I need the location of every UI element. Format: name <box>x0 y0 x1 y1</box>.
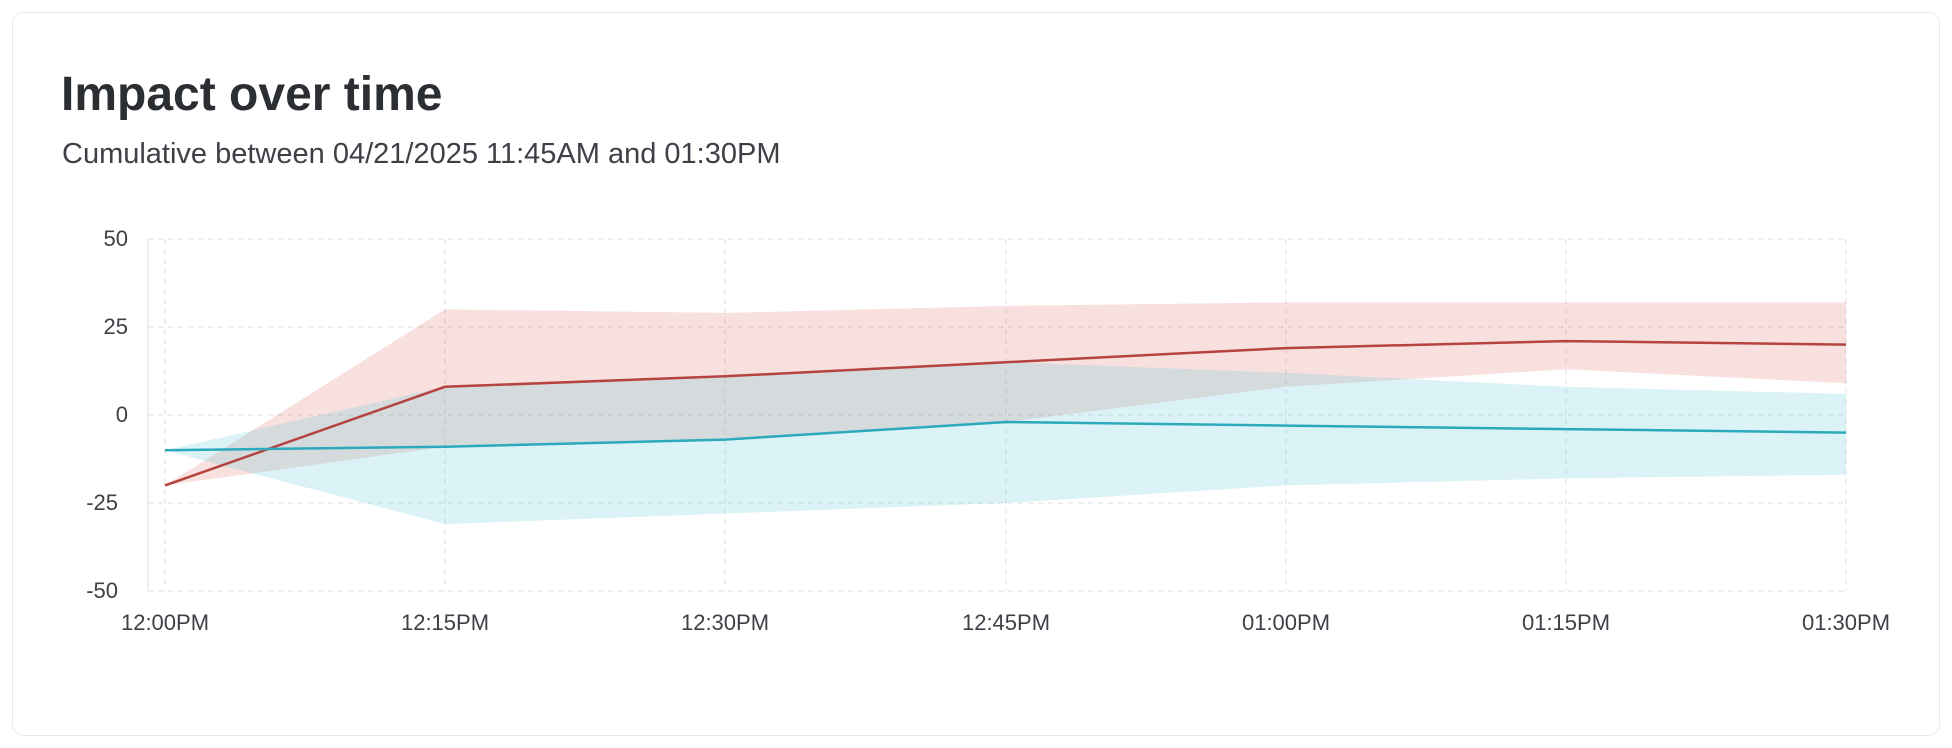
svg-text:-25: -25 <box>86 490 118 515</box>
svg-text:0: 0 <box>116 402 128 427</box>
svg-text:01:30PM: 01:30PM <box>1802 610 1890 635</box>
svg-text:12:30PM: 12:30PM <box>681 610 769 635</box>
svg-text:12:45PM: 12:45PM <box>962 610 1050 635</box>
svg-text:01:00PM: 01:00PM <box>1242 610 1330 635</box>
svg-text:01:15PM: 01:15PM <box>1522 610 1610 635</box>
svg-text:25: 25 <box>104 314 128 339</box>
svg-text:50: 50 <box>104 226 128 251</box>
svg-text:-50: -50 <box>86 578 118 603</box>
svg-text:12:15PM: 12:15PM <box>401 610 489 635</box>
svg-text:12:00PM: 12:00PM <box>121 610 209 635</box>
